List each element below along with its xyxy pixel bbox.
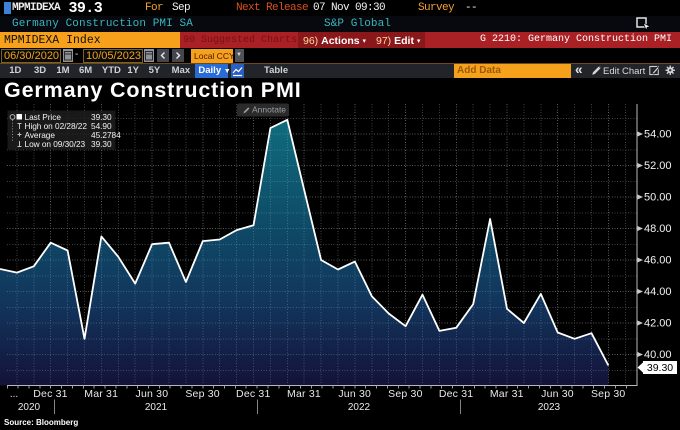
svg-text:Mar 31: Mar 31 xyxy=(490,388,524,400)
svg-text:39.30: 39.30 xyxy=(91,112,112,122)
svg-text:39.30: 39.30 xyxy=(647,362,673,374)
svg-text:Dec 31: Dec 31 xyxy=(236,388,270,400)
svg-text:High on 02/28/22: High on 02/28/22 xyxy=(25,121,88,131)
svg-text:40.00: 40.00 xyxy=(644,349,672,361)
svg-text:Sep 30: Sep 30 xyxy=(388,388,422,400)
svg-text:Mar 31: Mar 31 xyxy=(287,388,321,400)
svg-text:52.00: 52.00 xyxy=(644,160,672,172)
svg-text:2023: 2023 xyxy=(538,402,561,413)
svg-text:Low on 09/30/23: Low on 09/30/23 xyxy=(25,139,86,149)
svg-text:45.2784: 45.2784 xyxy=(91,130,121,140)
svg-text:Annotate: Annotate xyxy=(252,105,286,115)
svg-text:Dec 31: Dec 31 xyxy=(33,388,67,400)
svg-text:Sep 30: Sep 30 xyxy=(185,388,219,400)
svg-text:44.00: 44.00 xyxy=(644,286,672,298)
svg-text:48.00: 48.00 xyxy=(644,223,672,235)
svg-text:50.00: 50.00 xyxy=(644,192,672,204)
svg-text:54.90: 54.90 xyxy=(91,121,112,131)
svg-text:46.00: 46.00 xyxy=(644,255,672,267)
svg-text:Jun 30: Jun 30 xyxy=(136,388,169,400)
svg-text:Jun 30: Jun 30 xyxy=(541,388,574,400)
svg-text:42.00: 42.00 xyxy=(644,318,672,330)
svg-text:39.30: 39.30 xyxy=(91,139,112,149)
svg-text:Source: Bloomberg: Source: Bloomberg xyxy=(4,418,78,427)
svg-text:Sep 30: Sep 30 xyxy=(591,388,625,400)
svg-text:54.00: 54.00 xyxy=(644,129,672,141)
svg-text:...: ... xyxy=(10,389,18,400)
svg-text:Mar 31: Mar 31 xyxy=(84,388,118,400)
svg-text:2021: 2021 xyxy=(145,402,168,413)
svg-text:Jun 30: Jun 30 xyxy=(338,388,371,400)
svg-text:2020: 2020 xyxy=(18,402,41,413)
svg-text:Average: Average xyxy=(25,130,56,140)
svg-text:Dec 31: Dec 31 xyxy=(439,388,473,400)
svg-text:2022: 2022 xyxy=(348,402,371,413)
svg-text:Last Price: Last Price xyxy=(25,112,62,122)
